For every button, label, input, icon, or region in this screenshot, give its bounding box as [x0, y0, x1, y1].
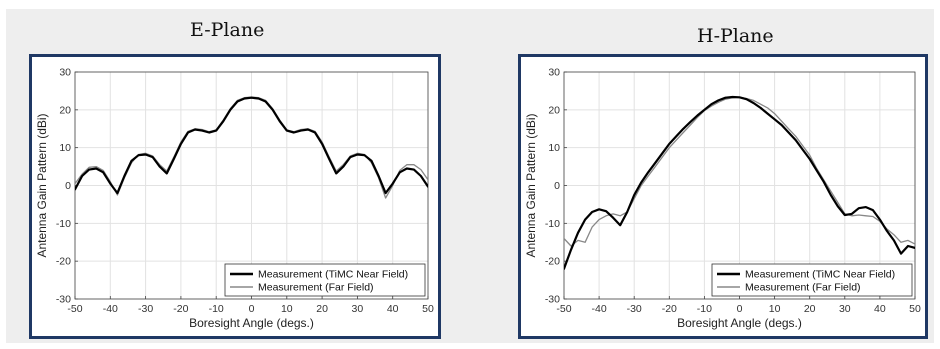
- h-plane-legend-label: Measurement (Far Field): [745, 282, 861, 294]
- e-plane-legend-label: Measurement (TiMC Near Field): [258, 269, 408, 281]
- e-plane-x-tick-label: -50: [67, 303, 82, 315]
- h-plane-title: H-Plane: [697, 25, 774, 47]
- h-plane-y-tick-label: 10: [548, 142, 560, 154]
- h-plane-x-tick-label: -30: [627, 303, 642, 315]
- e-plane-x-tick-label: -10: [209, 303, 224, 315]
- h-plane-x-tick-label: -40: [592, 303, 607, 315]
- e-plane-y-tick-label: -10: [56, 218, 71, 230]
- e-plane-chart-frame: -50 -40 -30 -20 -10 0 10 20 30 40 50 -30 -20 -10 0 10 20…: [29, 54, 441, 339]
- h-plane-x-tick-label: 50: [909, 303, 921, 315]
- h-plane-x-tick-label: 30: [839, 303, 851, 315]
- e-plane-y-axis-label: Antenna Gain Pattern (dBi): [35, 113, 49, 257]
- e-plane-x-tick-label: 40: [387, 303, 399, 315]
- e-plane-x-axis-label: Boresight Angle (degs.): [189, 316, 314, 330]
- e-plane-y-tick-label: 20: [59, 104, 71, 116]
- h-plane-y-axis-label: Antenna Gain Pattern (dBi): [524, 113, 538, 257]
- h-plane-y-tick-label: 0: [554, 180, 560, 192]
- h-plane-x-tick-label: 10: [769, 303, 781, 315]
- e-plane-x-tick-label: 50: [422, 303, 434, 315]
- h-plane-series-line-near-field: [564, 95, 915, 270]
- e-plane-legend: [224, 263, 426, 297]
- e-plane-x-tick-label: 10: [281, 303, 293, 315]
- h-plane-legend-label: Measurement (TiMC Near Field): [745, 269, 895, 281]
- e-plane-legend-label: Measurement (Far Field): [258, 282, 374, 294]
- e-plane-y-tick-label: 30: [59, 67, 71, 79]
- h-plane-y-tick-label: -10: [545, 218, 560, 230]
- h-plane-legend: [711, 263, 913, 297]
- e-plane-series-line-near-field: [75, 96, 428, 195]
- e-plane-y-tick-label: -30: [56, 294, 71, 306]
- h-plane-chart: -50 -40 -30 -20 -10 0 10 20 30 40 50 -30 -20 -10 0 10 20…: [524, 67, 921, 331]
- e-plane-y-tick-label: 0: [65, 180, 71, 192]
- e-plane-chart: -50 -40 -30 -20 -10 0 10 20 30 40 50 -30 -20 -10 0 10 20…: [35, 67, 434, 331]
- h-plane-x-tick-label: -50: [556, 303, 571, 315]
- e-plane-x-tick-label: -40: [103, 303, 118, 315]
- e-plane-x-tick-label: 0: [249, 303, 255, 315]
- h-plane-y-tick-label: 20: [548, 104, 560, 116]
- e-plane-y-tick-label: -20: [56, 256, 71, 268]
- e-plane-y-tick-label: 10: [59, 142, 71, 154]
- h-plane-x-tick-label: 20: [804, 303, 816, 315]
- h-plane-x-tick-label: 0: [737, 303, 743, 315]
- e-plane-x-tick-label: -30: [138, 303, 153, 315]
- h-plane-y-tick-label: 30: [548, 67, 560, 79]
- h-plane-y-tick-label: -30: [545, 294, 560, 306]
- h-plane-x-tick-label: -20: [662, 303, 677, 315]
- h-plane-x-tick-label: 40: [874, 303, 886, 315]
- h-plane-x-tick-label: -10: [697, 303, 712, 315]
- e-plane-x-tick-label: 30: [352, 303, 364, 315]
- e-plane-title: E-Plane: [190, 19, 265, 41]
- e-plane-x-tick-label: -20: [173, 303, 188, 315]
- e-plane-x-tick-label: 20: [316, 303, 328, 315]
- h-plane-x-axis-label: Boresight Angle (degs.): [677, 316, 802, 330]
- h-plane-chart-frame: -50 -40 -30 -20 -10 0 10 20 30 40 50 -30 -20 -10 0 10 20…: [518, 54, 928, 339]
- h-plane-y-tick-label: -20: [545, 256, 560, 268]
